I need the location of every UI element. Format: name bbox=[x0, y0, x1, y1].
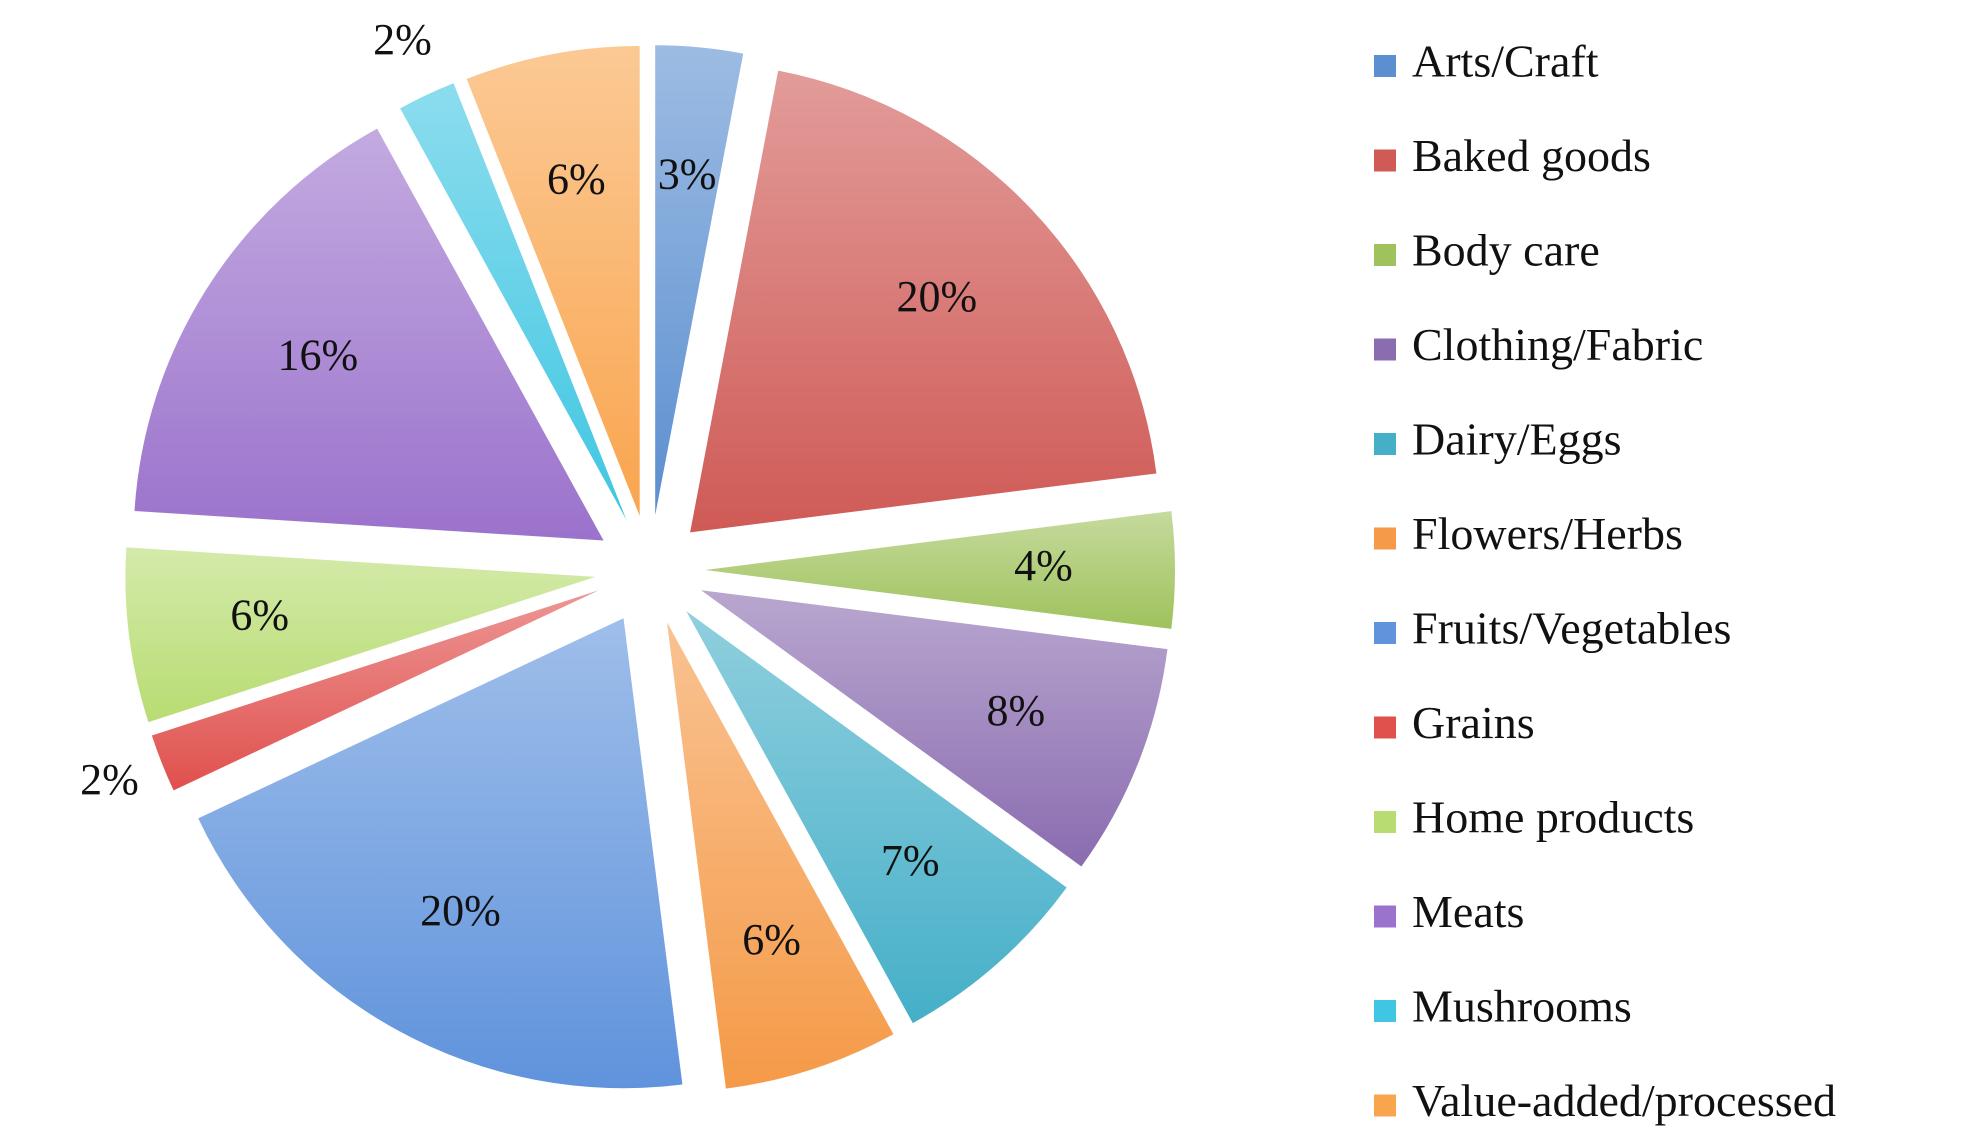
pie-slice bbox=[125, 547, 596, 723]
legend-label: Baked goods bbox=[1412, 130, 1651, 181]
pie-slice bbox=[666, 622, 894, 1089]
legend-label: Value-added/processed bbox=[1412, 1075, 1836, 1126]
data-label: 6% bbox=[742, 915, 801, 964]
pie-slice bbox=[466, 45, 640, 516]
legend-label: Clothing/Fabric bbox=[1412, 319, 1703, 370]
legend-swatch bbox=[1374, 433, 1396, 455]
legend-label: Flowers/Herbs bbox=[1412, 508, 1683, 559]
data-label: 2% bbox=[373, 15, 432, 64]
legend-swatch bbox=[1374, 622, 1396, 644]
legend-label: Body care bbox=[1412, 225, 1600, 276]
pie-slice bbox=[151, 590, 599, 791]
pie-slice bbox=[400, 83, 627, 521]
data-label: 20% bbox=[896, 272, 977, 321]
legend-swatch bbox=[1374, 1094, 1396, 1117]
legend-label: Home products bbox=[1412, 792, 1694, 843]
legend-swatch bbox=[1374, 811, 1396, 833]
legend-swatch bbox=[1374, 1000, 1396, 1022]
data-label: 16% bbox=[278, 330, 359, 379]
pie-slice bbox=[686, 611, 1067, 1024]
data-label: 3% bbox=[658, 149, 717, 198]
legend-swatch bbox=[1374, 527, 1396, 550]
pie-slice bbox=[198, 618, 683, 1089]
legend-label: Arts/Craft bbox=[1412, 36, 1599, 87]
legend-swatch bbox=[1374, 338, 1396, 361]
pie-slice bbox=[705, 511, 1176, 629]
data-label: 8% bbox=[986, 686, 1045, 735]
legend-swatch bbox=[1374, 149, 1396, 172]
pie-slice bbox=[690, 70, 1157, 533]
legend-swatch bbox=[1374, 905, 1396, 928]
legend-label: Grains bbox=[1412, 697, 1535, 748]
legend-label: Mushrooms bbox=[1412, 981, 1632, 1032]
data-label: 7% bbox=[881, 836, 940, 885]
pie-slice bbox=[134, 128, 604, 541]
legend-swatch bbox=[1374, 55, 1396, 77]
data-label: 2% bbox=[80, 755, 139, 804]
pie-slice bbox=[655, 45, 744, 516]
data-label: 4% bbox=[1014, 541, 1073, 590]
legend-swatch bbox=[1374, 244, 1396, 266]
data-label: 20% bbox=[420, 886, 501, 935]
pie-slice bbox=[701, 590, 1168, 867]
legend-label: Dairy/Eggs bbox=[1412, 414, 1622, 465]
legend-label: Meats bbox=[1412, 886, 1524, 937]
data-label: 6% bbox=[230, 590, 289, 639]
legend-label: Fruits/Vegetables bbox=[1412, 603, 1731, 654]
legend-swatch bbox=[1374, 716, 1396, 739]
data-label: 6% bbox=[547, 155, 606, 204]
